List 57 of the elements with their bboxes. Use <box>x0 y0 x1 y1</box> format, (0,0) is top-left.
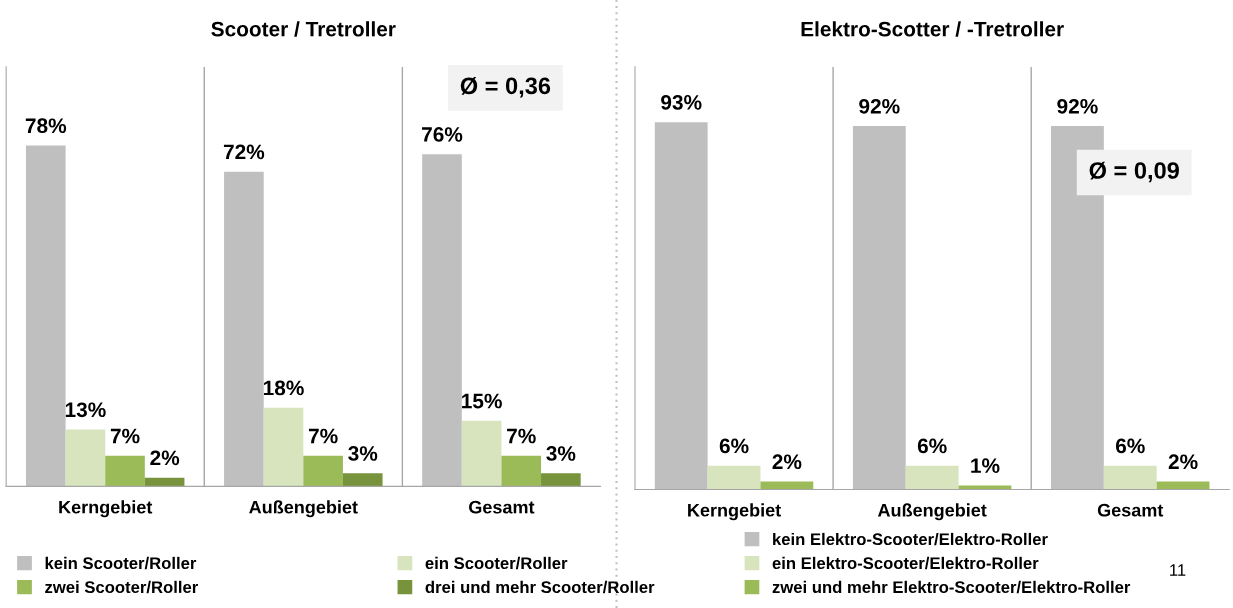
chart-title: Elektro-Scotter / -Tretroller <box>801 21 1064 37</box>
data-label: 15% <box>462 393 502 409</box>
data-label: 92% <box>859 98 900 114</box>
legend-label: drei und mehr Scooter/Roller <box>425 580 655 594</box>
data-label: 7% <box>507 428 536 444</box>
data-label: 6% <box>917 438 947 454</box>
x-tick-label: Kerngebiet <box>688 503 781 521</box>
x-tick-label: Gesamt <box>1097 503 1164 517</box>
bar <box>654 122 708 490</box>
bar <box>461 420 502 487</box>
legend-label: kein Elektro-Scooter/Elektro-Roller <box>773 532 1048 546</box>
data-label: 3% <box>546 446 576 461</box>
data-label: 2% <box>1168 454 1198 470</box>
data-label: 2% <box>772 454 802 470</box>
legend-label: zwei Scooter/Roller <box>45 580 198 594</box>
legend-label: ein Elektro-Scooter/Elektro-Roller <box>772 556 1039 570</box>
x-tick-label: Gesamt <box>469 500 535 514</box>
bar <box>105 455 145 487</box>
legend-label: ein Scooter/Roller <box>425 556 568 570</box>
data-label: 6% <box>719 438 749 454</box>
data-label: 76% <box>422 127 463 142</box>
chart-title: Scooter / Tretroller <box>211 21 396 37</box>
annotation: Ø = 0,36 <box>460 76 551 98</box>
bar <box>707 465 761 490</box>
data-label: 6% <box>1115 438 1145 454</box>
x-tick-label: Kerngebiet <box>59 500 153 518</box>
bar <box>65 429 106 487</box>
x-tick-label: Außengebiet <box>249 500 358 518</box>
bar <box>25 145 66 487</box>
bar <box>303 455 343 487</box>
data-label: 13% <box>65 402 106 418</box>
bar <box>905 465 959 490</box>
bar <box>224 171 264 487</box>
bar <box>263 407 304 487</box>
data-label: 18% <box>263 380 304 396</box>
data-label: 2% <box>150 450 180 466</box>
bar <box>852 126 906 490</box>
data-label: 7% <box>308 428 338 444</box>
data-label: 3% <box>348 446 378 461</box>
data-label: 78% <box>25 118 67 134</box>
bar <box>144 477 185 487</box>
legend-label: kein Scooter/Roller <box>45 556 197 570</box>
bar <box>541 473 581 487</box>
data-label: 93% <box>661 94 702 110</box>
data-label: 72% <box>223 144 265 160</box>
bar <box>1103 465 1157 490</box>
text: 11 <box>1170 564 1186 576</box>
legend-label: zwei und mehr Elektro-Scooter/Elektro-Roller <box>772 580 1131 594</box>
bar <box>501 455 542 487</box>
data-label: 1% <box>971 458 1000 473</box>
annotation: Ø = 0,09 <box>1089 161 1179 183</box>
bar <box>958 485 1012 490</box>
bar <box>422 154 462 487</box>
x-tick-label: Außengebiet <box>877 503 987 521</box>
bar <box>342 473 383 487</box>
data-label: 92% <box>1057 98 1098 114</box>
data-label: 7% <box>110 428 140 444</box>
